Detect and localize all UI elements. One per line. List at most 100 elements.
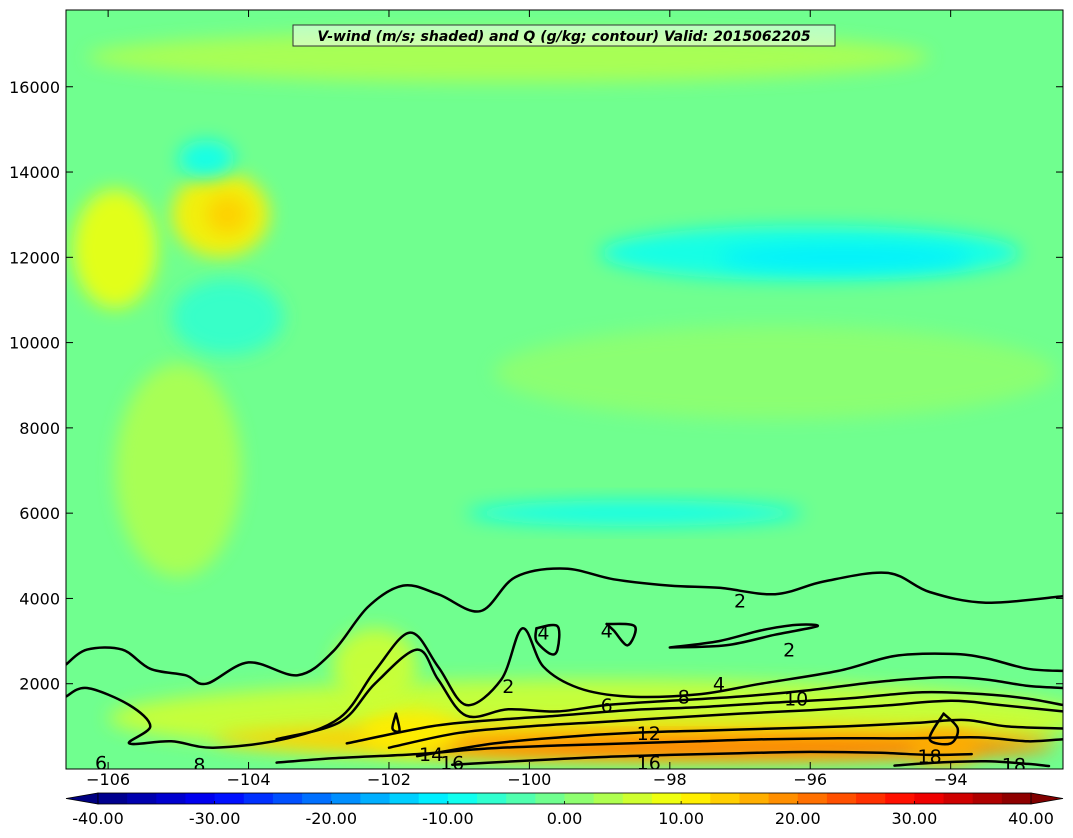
- shaded-region: [466, 500, 804, 526]
- colorbar-segment: [331, 793, 362, 804]
- colorbar-segment: [272, 793, 303, 804]
- colorbar-segment: [826, 793, 857, 804]
- colorbar-segment: [622, 793, 653, 804]
- colorbar-segment: [214, 793, 245, 804]
- colorbar-segment: [739, 793, 770, 804]
- title-box: V-wind (m/s; shaded) and Q (g/kg; contou…: [292, 24, 836, 47]
- colorbar-segment: [914, 793, 945, 804]
- shaded-region: [206, 195, 249, 234]
- contour-label: 16: [637, 753, 661, 775]
- y-tick-label: 16000: [9, 78, 60, 97]
- colorbar-tick-label: -30.00: [189, 809, 241, 828]
- contour-label: 18: [1002, 755, 1026, 777]
- x-axis: −106 −104 −102 −100 −98 −96 −94: [86, 10, 968, 789]
- shaded-region: [178, 140, 235, 179]
- title-background: [292, 24, 836, 47]
- colorbar-segment: [1001, 793, 1032, 804]
- contour-label: 2: [783, 640, 795, 662]
- chart-title: V-wind (m/s; shaded) and Q (g/kg; contou…: [317, 29, 810, 45]
- shaded-field: [73, 31, 1063, 765]
- colorbar-segment: [447, 793, 478, 804]
- colorbar-tick-label: -40.00: [72, 809, 124, 828]
- shaded-region: [115, 363, 242, 578]
- y-tick-label: 10000: [9, 334, 60, 353]
- colorbar-segment: [535, 793, 566, 804]
- contour-line-q4: [534, 623, 561, 656]
- contour-line-q2: [66, 567, 1063, 686]
- contour-label: 8: [678, 687, 690, 709]
- colorbar-segment: [972, 793, 1003, 804]
- colorbar-segment: [360, 793, 391, 804]
- x-tick-label: −100: [507, 770, 551, 789]
- colorbar-segment: [651, 793, 682, 804]
- colorbar-segment: [856, 793, 886, 804]
- x-tick-label: −106: [86, 770, 130, 789]
- colorbar-segment: [98, 793, 128, 804]
- colorbar-tick-label: -10.00: [422, 809, 474, 828]
- colorbar-segment: [797, 793, 828, 804]
- contour-label: 10: [784, 689, 808, 711]
- colorbar-segment: [710, 793, 741, 804]
- y-tick-label: 14000: [9, 163, 60, 182]
- contour-line-q14: [275, 736, 1063, 764]
- colorbar-segment: [243, 793, 274, 804]
- y-tick-label: 4000: [19, 589, 60, 608]
- shaded-region: [718, 245, 972, 270]
- contour-label: 4: [601, 620, 613, 642]
- contour-line-q16: [450, 750, 973, 766]
- colorbar-tick-label: 20.00: [775, 809, 821, 828]
- contour-line-q4: [66, 627, 1063, 749]
- colorbar-extend-min: [65, 792, 99, 805]
- contour-label: 14: [419, 744, 443, 766]
- colorbar-segment: [564, 793, 595, 804]
- y-tick-label: 2000: [19, 675, 60, 694]
- colorbar-segment: [885, 793, 915, 804]
- y-tick-label: 6000: [19, 504, 60, 523]
- colorbar-segment: [156, 793, 187, 804]
- contour-line-q4: [668, 623, 820, 649]
- colorbar-segment: [389, 793, 420, 804]
- shaded-region: [494, 325, 1056, 420]
- colorbar-tick-label: 10.00: [658, 809, 704, 828]
- colorbar-segment: [127, 793, 157, 804]
- colorbar-segment: [681, 793, 711, 804]
- contour-line-q4: [605, 622, 637, 647]
- shaded-region: [171, 278, 284, 356]
- colorbar-segment: [593, 793, 624, 804]
- contour-label: 2: [502, 676, 514, 698]
- contour-lines: [66, 567, 1063, 768]
- colorbar-segment: [418, 793, 449, 804]
- colorbar-tick-label: 30.00: [891, 809, 937, 828]
- colorbar-segment: [768, 793, 799, 804]
- plot-frame: [65, 9, 1064, 770]
- contour-label: 4: [537, 623, 549, 645]
- y-tick-label: 12000: [9, 248, 60, 267]
- shaded-region: [73, 189, 158, 309]
- contour-line-q12: [928, 712, 960, 746]
- colorbar-segment: [943, 793, 974, 804]
- x-tick-label: −102: [367, 770, 411, 789]
- contour-line-q12: [415, 718, 1063, 758]
- y-axis: 2000 4000 6000 8000 10000 12000 14000 16000: [9, 78, 1063, 694]
- colorbar: -40.00 -30.00 -20.00 -10.00 0.00 10.00 20.00 30…: [65, 792, 1064, 828]
- shaded-region: [332, 628, 418, 706]
- colorbar-tick-label: 40.00: [1008, 809, 1054, 828]
- contour-label: 6: [601, 695, 613, 717]
- contour-line-q12: [391, 712, 401, 734]
- colorbar-segment: [506, 793, 536, 804]
- x-tick-label: −96: [793, 770, 827, 789]
- colorbar-tick-label: -20.00: [305, 809, 357, 828]
- contour-line-q18: [893, 760, 1051, 768]
- colorbar-segment: [477, 793, 507, 804]
- contour-label: 8: [193, 755, 205, 777]
- colorbar-extend-max: [1030, 792, 1064, 805]
- x-tick-label: −98: [653, 770, 687, 789]
- contour-label: 16: [440, 753, 464, 775]
- contour-label: 12: [637, 723, 661, 745]
- colorbar-segment: [302, 793, 332, 804]
- x-tick-label: −104: [227, 770, 271, 789]
- contour-line-q10: [387, 699, 1063, 749]
